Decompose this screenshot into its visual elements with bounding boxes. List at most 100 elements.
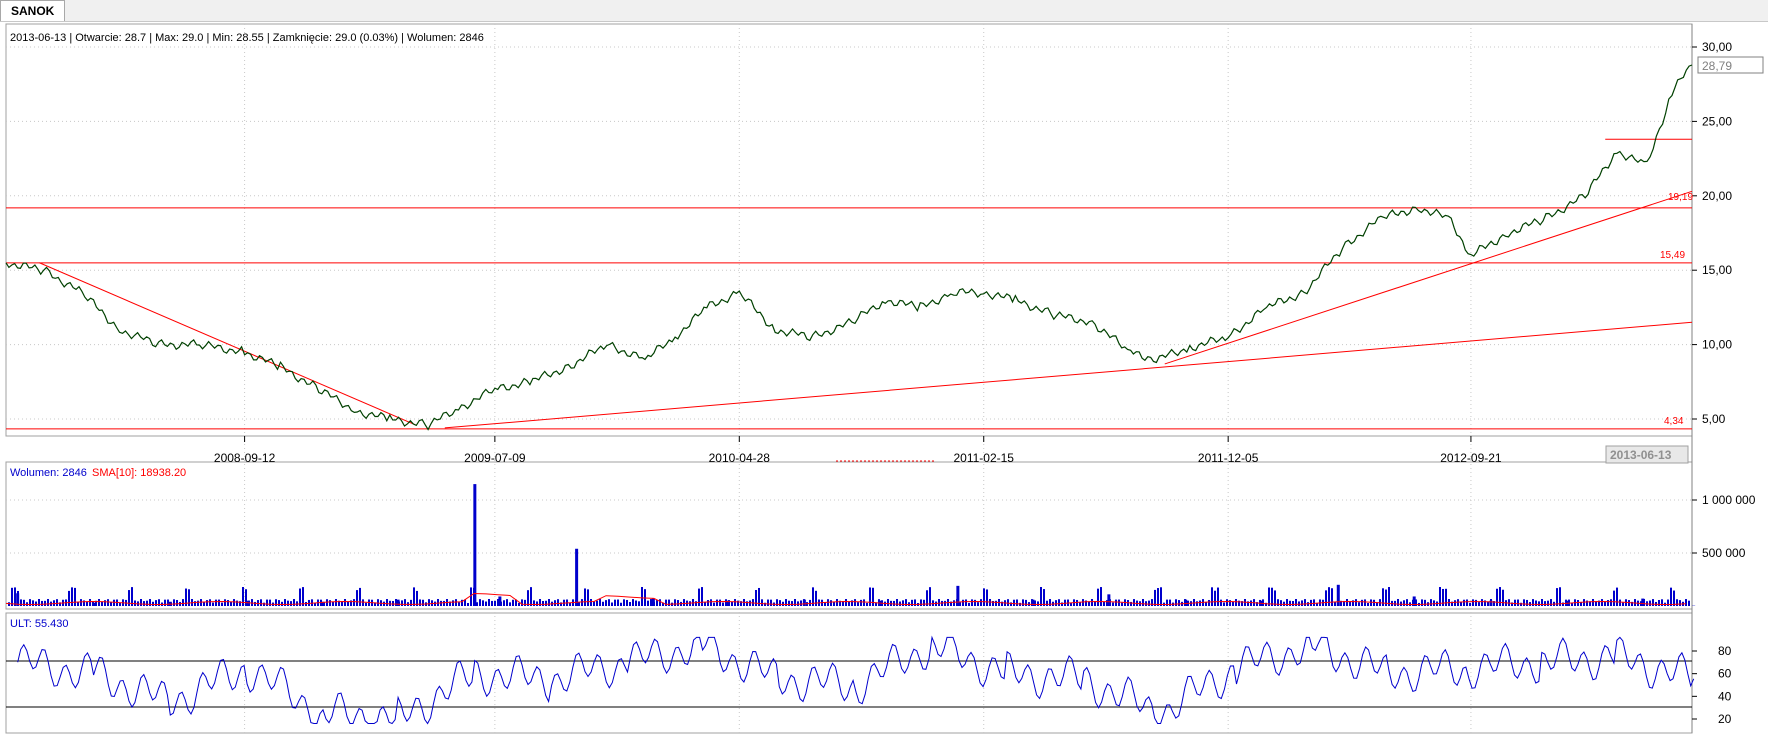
volume-bar: [377, 599, 379, 606]
volume-bar: [1397, 599, 1399, 606]
volume-bar: [1571, 602, 1573, 606]
volume-bar: [1454, 600, 1456, 606]
volume-bar: [1489, 600, 1493, 606]
volume-bar: [842, 601, 844, 606]
volume-bar: [1676, 599, 1678, 606]
volume-bar: [1334, 601, 1336, 606]
volume-bar: [1292, 601, 1294, 606]
volume-bar: [422, 599, 424, 606]
volume-bar: [587, 589, 589, 606]
volume-bar: [659, 599, 661, 606]
volume-bar: [59, 602, 61, 606]
volume-bar: [314, 602, 316, 606]
volume-bar: [839, 600, 841, 606]
volume-bar: [1388, 587, 1390, 606]
volume-bar: [467, 602, 469, 606]
volume-bar: [623, 599, 625, 606]
volume-bar: [1544, 601, 1546, 606]
volume-bar: [968, 602, 970, 606]
volume-bar: [971, 599, 973, 606]
volume-bar: [767, 599, 769, 606]
volume-bar: [1103, 601, 1105, 606]
volume-bar: [470, 587, 472, 606]
volume-bar: [929, 587, 931, 606]
volume-bar: [1523, 599, 1525, 606]
volume-bar: [23, 599, 25, 606]
volume-bar: [503, 600, 505, 606]
volume-bar: [413, 587, 415, 606]
volume-bar: [95, 600, 97, 606]
volume-bar: [983, 588, 985, 606]
volume-bar: [1094, 601, 1096, 606]
volume-bar: [1277, 599, 1279, 606]
volume-bar: [128, 590, 130, 606]
volume-bar: [1592, 599, 1594, 606]
volume-bar: [608, 599, 610, 606]
ohlc-info: 2013-06-13 | Otwarcie: 28.7 | Max: 29.0 …: [10, 32, 484, 44]
volume-bar: [1619, 599, 1621, 606]
tab-sanok[interactable]: SANOK: [0, 0, 66, 21]
volume-bar: [1079, 602, 1081, 606]
volume-bar: [1641, 598, 1645, 606]
volume-bar: [647, 600, 649, 606]
volume-bar: [1211, 587, 1213, 606]
volume-bar: [851, 600, 853, 606]
date-tick-label: 2010-04-28: [709, 451, 771, 465]
volume-bar: [1355, 599, 1357, 606]
current-date-box: 2013-06-13: [1605, 445, 1689, 464]
volume-bar: [1070, 602, 1072, 606]
volume-bar: [857, 602, 859, 606]
volume-bar: [1160, 587, 1162, 606]
volume-bar: [581, 599, 583, 606]
volume-bar: [1229, 600, 1231, 606]
volume-bar: [452, 600, 454, 606]
ult-label: ULT: 55.430: [10, 618, 69, 630]
volume-bar: [11, 587, 13, 606]
date-tick-label: 2011-02-15: [953, 451, 1014, 465]
volume-bar: [20, 599, 22, 606]
volume-bar: [1316, 602, 1318, 606]
volume-bar: [455, 599, 457, 606]
volume-bar: [812, 587, 814, 606]
volume-bar: [602, 601, 604, 606]
current-price-box: 28,79: [1697, 56, 1764, 74]
volume-bar: [83, 600, 85, 606]
volume-bar: [302, 587, 304, 606]
volume-bar: [1013, 599, 1015, 606]
volume-bar: [461, 599, 463, 606]
volume-bar: [1445, 588, 1447, 606]
volume-bar: [335, 599, 337, 606]
volume-bar: [1082, 599, 1084, 606]
volume-bar: [485, 601, 487, 606]
volume-bar: [626, 599, 628, 606]
volume-axis: 1 000 000 500 000: [1692, 493, 1756, 560]
volume-bar: [347, 601, 349, 606]
volume-bar: [479, 599, 481, 606]
volume-bar: [1406, 599, 1408, 606]
volume-bar: [494, 600, 496, 606]
volume-bar: [1280, 600, 1282, 606]
volume-bar: [1478, 602, 1480, 606]
volume-bar: [764, 602, 766, 606]
volume-bar: [230, 601, 232, 606]
volume-bar: [419, 599, 421, 606]
volume-bar: [1556, 588, 1558, 606]
volume-bar: [440, 600, 442, 606]
volume-bar: [1286, 599, 1288, 606]
volume-bar: [755, 590, 757, 606]
volume-bar: [473, 484, 477, 606]
volume-bar: [1667, 599, 1669, 606]
volume-bar: [1340, 600, 1342, 606]
volume-bar: [1496, 588, 1498, 606]
volume-bar: [944, 600, 946, 606]
volume-bar: [242, 587, 244, 606]
volume-bar: [1091, 599, 1093, 606]
volume-bar: [545, 600, 547, 606]
volume-bar: [785, 599, 787, 606]
volume-bar: [1658, 599, 1660, 606]
volume-bar: [1535, 600, 1537, 606]
volume-bar: [959, 602, 961, 606]
volume-panel-frame: [5, 461, 1693, 610]
ult-tick-label: 60: [1718, 667, 1732, 681]
volume-bar: [770, 599, 772, 606]
